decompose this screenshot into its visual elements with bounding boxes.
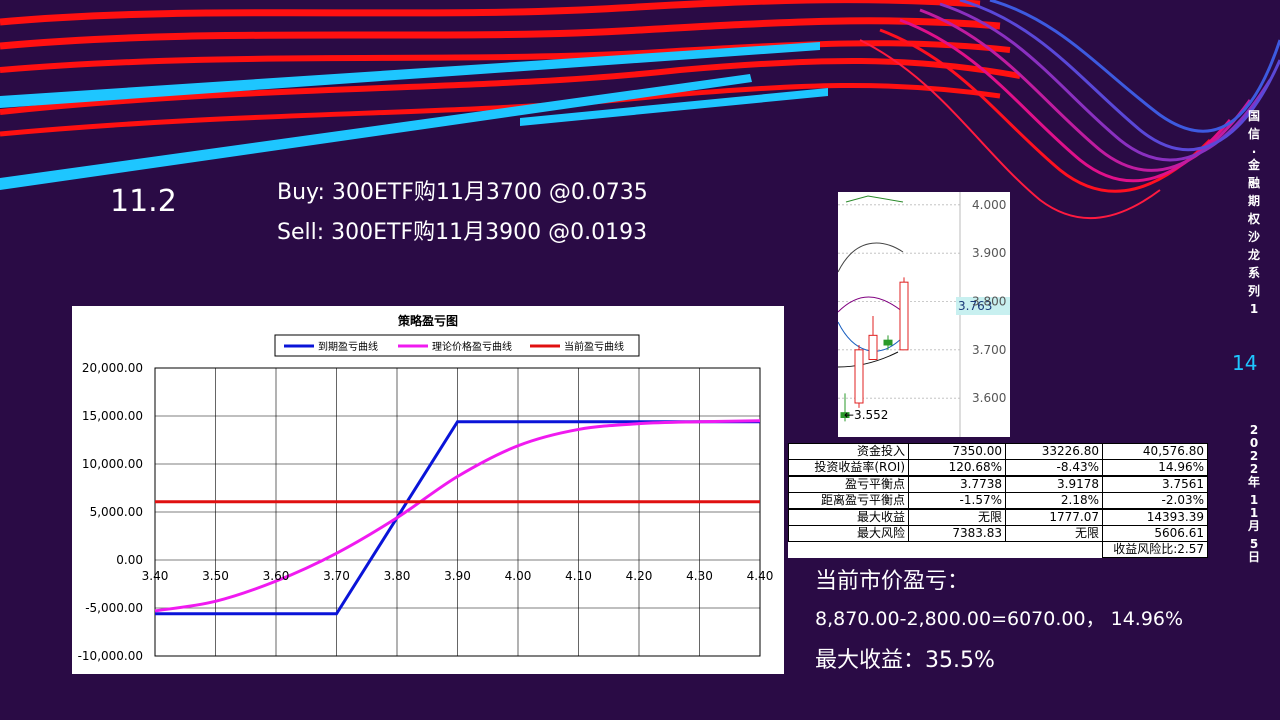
- stats-value: 3.7738: [908, 475, 1006, 493]
- x-tick-label: 4.00: [505, 569, 532, 583]
- x-tick-label: 3.90: [444, 569, 471, 583]
- stats-footer-row: 收益风险比:2.57: [789, 541, 1208, 558]
- risk-reward-ratio: 收益风险比:2.57: [1102, 541, 1208, 558]
- ma-line-blue: [837, 321, 904, 352]
- x-tick-label: 3.50: [202, 569, 229, 583]
- x-tick-label: 3.40: [142, 569, 169, 583]
- stats-label: 距离盈亏平衡点: [788, 492, 909, 510]
- stats-label: 资金投入: [788, 443, 909, 460]
- slide-title: 11.2: [110, 184, 177, 219]
- candle-y-tick: 3.700: [972, 343, 1006, 357]
- x-tick-label: 3.80: [384, 569, 411, 583]
- y-tick-label: 5,000.00: [90, 505, 143, 519]
- stats-value: 无限: [908, 508, 1006, 526]
- ma-line-purple: [837, 296, 904, 313]
- x-tick-label: 4.40: [747, 569, 774, 583]
- y-tick-label: 10,000.00: [82, 457, 143, 471]
- y-tick-label: 0.00: [116, 553, 143, 567]
- stats-value: -8.43%: [1005, 459, 1103, 477]
- legend-label: 当前盈亏曲线: [564, 340, 624, 353]
- stats-value: 无限: [1005, 525, 1103, 542]
- stats-row: 盈亏平衡点 3.7738 3.9178 3.7561: [788, 475, 1208, 493]
- ma-line-gray: [837, 242, 904, 273]
- stats-value: 14.96%: [1102, 459, 1208, 477]
- candle-body: [883, 339, 893, 346]
- legend-label: 理论价格盈亏曲线: [432, 340, 512, 353]
- x-tick-label: 3.70: [323, 569, 350, 583]
- candle-body: [899, 281, 909, 351]
- wave-lines: [0, 0, 1280, 220]
- sidebar-series-label: 国信 · 金融期权沙龙系列 1: [1247, 109, 1260, 316]
- x-tick-label: 4.10: [565, 569, 592, 583]
- candle-body: [840, 412, 850, 419]
- low-price-label: ←3.552: [844, 408, 888, 422]
- stats-label: 投资收益率(ROI): [788, 459, 909, 477]
- legend-label: 到期盈亏曲线: [318, 340, 378, 353]
- candle-y-tick: 3.600: [972, 391, 1006, 405]
- stats-value: 40,576.80: [1102, 443, 1208, 460]
- stats-value: 14393.39: [1102, 508, 1208, 526]
- candle-y-tick: 3.800: [972, 295, 1006, 309]
- x-tick-label: 3.60: [263, 569, 290, 583]
- y-tick-label: -5,000.00: [85, 601, 143, 615]
- sell-leg-text: Sell: 300ETF购11月3900 @0.0193: [277, 220, 648, 245]
- candle-body: [868, 334, 878, 360]
- page-number: 14: [1232, 351, 1258, 375]
- y-tick-label: -10,000.00: [78, 649, 143, 663]
- chart-title: 策略盈亏图: [398, 313, 458, 328]
- stats-value: -1.57%: [908, 492, 1006, 510]
- ma-line-green: [845, 195, 904, 203]
- candle-y-tick: 4.000: [972, 198, 1006, 212]
- y-tick-label: 15,000.00: [82, 409, 143, 423]
- stats-value: 33226.80: [1005, 443, 1103, 460]
- stats-table: 资金投入 7350.00 33226.80 40,576.80 投资收益率(ROI) 12…: [788, 443, 1208, 558]
- stats-row: 资金投入 7350.00 33226.80 40,576.80: [788, 443, 1208, 460]
- stats-value: 3.9178: [1005, 475, 1103, 493]
- stats-value: -2.03%: [1102, 492, 1208, 510]
- stats-value: 3.7561: [1102, 475, 1208, 493]
- chart-legend: [274, 334, 640, 357]
- theoretical-pnl-line: [154, 419, 761, 613]
- stats-row: 投资收益率(ROI) 120.68% -8.43% 14.96%: [788, 459, 1208, 477]
- candlestick-chart: 3.763 ←3.552 4.000 3.900 3.800 3.700 3.600: [837, 192, 1010, 437]
- pnl-chart: 策略盈亏图 到期盈亏曲线 理论价格盈亏曲线 当前盈亏曲线 3.40 3.50 3.60 3…: [78, 313, 774, 663]
- cyan-streaks: [0, 42, 828, 190]
- stats-label: 盈亏平衡点: [788, 475, 909, 493]
- ma-line-black: [837, 351, 899, 368]
- stats-label: 最大风险: [788, 525, 909, 542]
- stats-row: 最大收益 无限 1777.07 14393.39: [788, 508, 1208, 526]
- stats-value: 2.18%: [1005, 492, 1103, 510]
- pnl-chart-panel: 策略盈亏图 到期盈亏曲线 理论价格盈亏曲线 当前盈亏曲线 3.40 3.50 3.60 3…: [72, 306, 784, 674]
- x-tick-label: 4.30: [686, 569, 713, 583]
- y-tick-label: 20,000.00: [82, 361, 143, 375]
- stats-value: 120.68%: [908, 459, 1006, 477]
- candle-y-tick: 3.900: [972, 246, 1006, 260]
- candle-body: [854, 349, 864, 404]
- current-price-box: [956, 297, 1010, 315]
- max-gain: 最大收益：35.5%: [815, 648, 995, 673]
- stats-value: 7383.83: [908, 525, 1006, 542]
- pnl-calc: 8,870.00-2,800.00=6070.00， 14.96%: [815, 608, 1184, 630]
- stats-value: 1777.07: [1005, 508, 1103, 526]
- candlestick-panel: 3.763 ←3.552 4.000 3.900 3.800 3.700 3.600: [837, 192, 1010, 437]
- x-tick-label: 4.20: [626, 569, 653, 583]
- stats-row: 距离盈亏平衡点 -1.57% 2.18% -2.03%: [788, 492, 1208, 510]
- stats-row: 最大风险 7383.83 无限 5606.61: [788, 525, 1208, 542]
- stats-value: 7350.00: [908, 443, 1006, 460]
- stats-label: 最大收益: [788, 508, 909, 526]
- stats-value: 5606.61: [1102, 525, 1208, 542]
- current-price-label: 3.763: [958, 299, 992, 313]
- buy-leg-text: Buy: 300ETF购11月3700 @0.0735: [277, 180, 648, 205]
- pnl-heading: 当前市价盈亏：: [815, 569, 970, 594]
